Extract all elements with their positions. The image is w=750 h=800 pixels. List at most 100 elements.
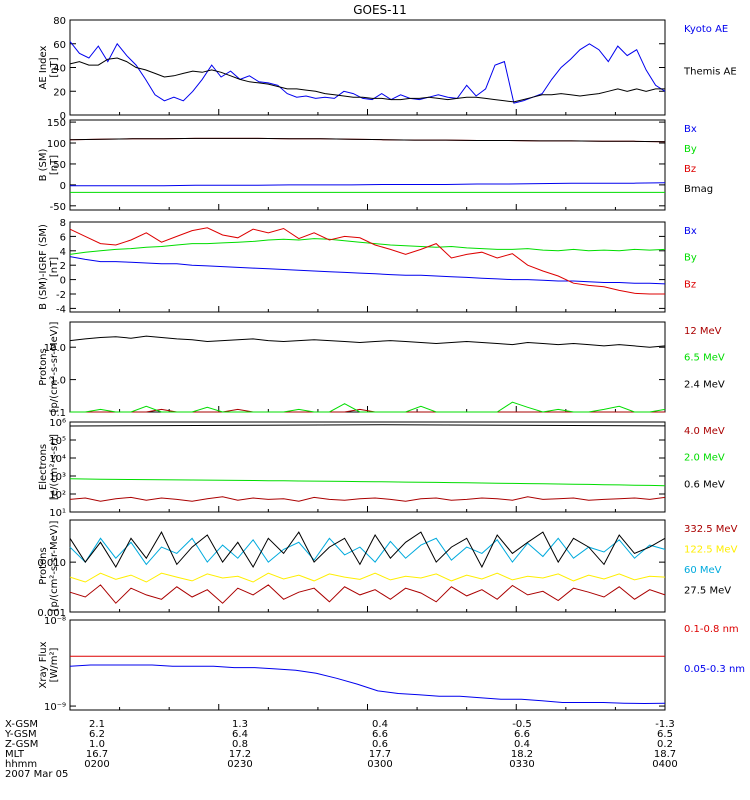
footer-row-label: hhmm [5, 759, 37, 770]
y-tick-label: 10⁵ [49, 436, 66, 447]
legend-label: 0.6 MeV [684, 479, 725, 490]
series-line [69, 496, 666, 502]
y-axis-label-line: [p/(cm²-s-sr-MeV)] [49, 321, 60, 412]
legend-label: 122.5 MeV [684, 545, 738, 556]
series-line [69, 335, 666, 348]
footer-value: 0.6 [372, 739, 388, 750]
legend-label: Bmag [684, 184, 713, 195]
y-axis-label: Protons[p/(cm²-s-sr-MeV)] [38, 520, 60, 611]
series-line [69, 41, 666, 104]
y-tick-label: 100 [47, 139, 66, 150]
footer-date: 2007 Mar 05 [5, 769, 68, 780]
y-tick-label: 10¹ [49, 508, 66, 519]
panel-frame [69, 321, 666, 413]
footer-value: -1.3 [655, 719, 675, 730]
panel-7: 10⁻⁹ 10⁻⁸ Xray Flux[W/m²] 0.1-0.8 nm 0.05-0.… [38, 616, 745, 713]
series-line [69, 572, 666, 583]
footer-value: 17.7 [369, 749, 391, 760]
y-tick-label: 40 [53, 64, 66, 75]
y-tick-label: 10³ [49, 472, 66, 483]
footer-value: 0330 [509, 759, 534, 770]
series-line [69, 478, 666, 487]
legend-label: 0.05-0.3 nm [684, 664, 745, 675]
footer-value: 0300 [367, 759, 392, 770]
series-line [69, 537, 666, 566]
footer-value: 18.2 [511, 749, 533, 760]
y-axis-label-line: B (SM) [38, 148, 49, 181]
legend-label: 60 MeV [684, 565, 722, 576]
footer-value: 6.6 [372, 729, 388, 740]
y-tick-label: 0.001 [37, 608, 66, 619]
legend-label: Bx [684, 124, 697, 135]
legend-label: By [684, 144, 697, 155]
series-line [70, 401, 666, 413]
footer-value: 18.7 [654, 749, 676, 760]
y-axis-label-line: [W/m²] [49, 647, 60, 682]
y-tick-label: 8 [60, 218, 66, 229]
panel-2: -50 0 50 100 150 B (SM)[nT] Bx By Bz Bmag [38, 118, 713, 213]
y-axis-label-line: Electrons [38, 444, 49, 490]
legend-label: Bz [684, 279, 696, 290]
y-tick-label: 10⁻⁹ [44, 702, 66, 713]
series-line [69, 227, 665, 295]
y-tick-label: 50 [53, 160, 66, 171]
legend-label: Bz [684, 164, 696, 175]
y-tick-label: 10.0 [44, 343, 66, 354]
y-axis-label: Electrons[e/(cm²-s-sr)] [38, 434, 60, 500]
y-axis-label-line: [nT] [49, 257, 60, 277]
footer-ephemeris: X-GSM 2.1 1.3 0.4 -0.5 -1.3 Y-GSM 6.2 6.4 6.6 6.6 6… [4, 719, 678, 780]
series-line [69, 57, 665, 103]
series-line [69, 424, 666, 427]
series-line [70, 182, 666, 187]
panel-frame [69, 221, 666, 313]
y-tick-label: 4 [60, 247, 66, 258]
y-axis-label-line: [nT] [49, 57, 60, 77]
legend-label: 2.4 MeV [684, 379, 725, 390]
panel-5: 10¹ 10² 10³ 10⁴ 10⁵ 10⁶ Electrons[e/(cm²-s-sr)… [38, 418, 725, 519]
y-tick-label: 10⁶ [49, 418, 66, 429]
legend-label: 332.5 MeV [684, 524, 738, 535]
legend-label: By [684, 253, 697, 264]
y-tick-label: 80 [53, 16, 66, 27]
footer-value: 6.4 [232, 729, 248, 740]
footer-value: 0.8 [232, 739, 248, 750]
legend-label: Kyoto AE [684, 24, 728, 35]
y-axis-label-line: AE Index [38, 45, 49, 89]
footer-value: -0.5 [512, 719, 532, 730]
y-tick-label: 1.0 [50, 376, 66, 387]
y-tick-label: 10⁻⁸ [44, 616, 66, 627]
y-tick-label: 0 [60, 181, 66, 192]
y-axis-label-line: [nT] [49, 155, 60, 175]
footer-row-label: MLT [5, 749, 25, 760]
footer-row-label: X-GSM [5, 719, 38, 730]
y-axis-label: AE Index[nT] [38, 45, 60, 89]
y-tick-label: -4 [56, 304, 66, 315]
y-axis-label-line: Protons [38, 348, 49, 385]
footer-value: 0.4 [372, 719, 388, 730]
panel-frame [69, 19, 666, 116]
y-axis-label: Protons[p/(cm²-s-sr-MeV)] [38, 321, 60, 412]
y-axis-label-line: Protons [38, 547, 49, 584]
y-tick-label: 10² [49, 490, 66, 501]
y-tick-label: 0.010 [37, 558, 66, 569]
panel-1: 0 20 40 60 80 AE Index[nT] Kyoto AE Themis AE [38, 16, 737, 122]
footer-value: 16.7 [86, 749, 108, 760]
chart-title: GOES-11 [353, 3, 407, 17]
y-tick-label: 6 [60, 232, 66, 243]
footer-value: 0200 [84, 759, 109, 770]
y-tick-label: 60 [53, 40, 66, 51]
y-tick-label: 150 [47, 118, 66, 129]
y-tick-label: 10⁴ [49, 454, 66, 465]
footer-value: 6.6 [514, 729, 530, 740]
footer-row-label: Z-GSM [5, 739, 38, 750]
footer-value: 6.2 [89, 729, 105, 740]
legend-label: 4.0 MeV [684, 426, 725, 437]
series-line [69, 238, 666, 255]
legend-label: Bx [684, 226, 697, 237]
legend-label: 0.1-0.8 nm [684, 624, 739, 635]
footer-row-label: Y-GSM [4, 729, 37, 740]
footer-value: 0.2 [657, 739, 673, 750]
panel-frame [69, 119, 666, 211]
